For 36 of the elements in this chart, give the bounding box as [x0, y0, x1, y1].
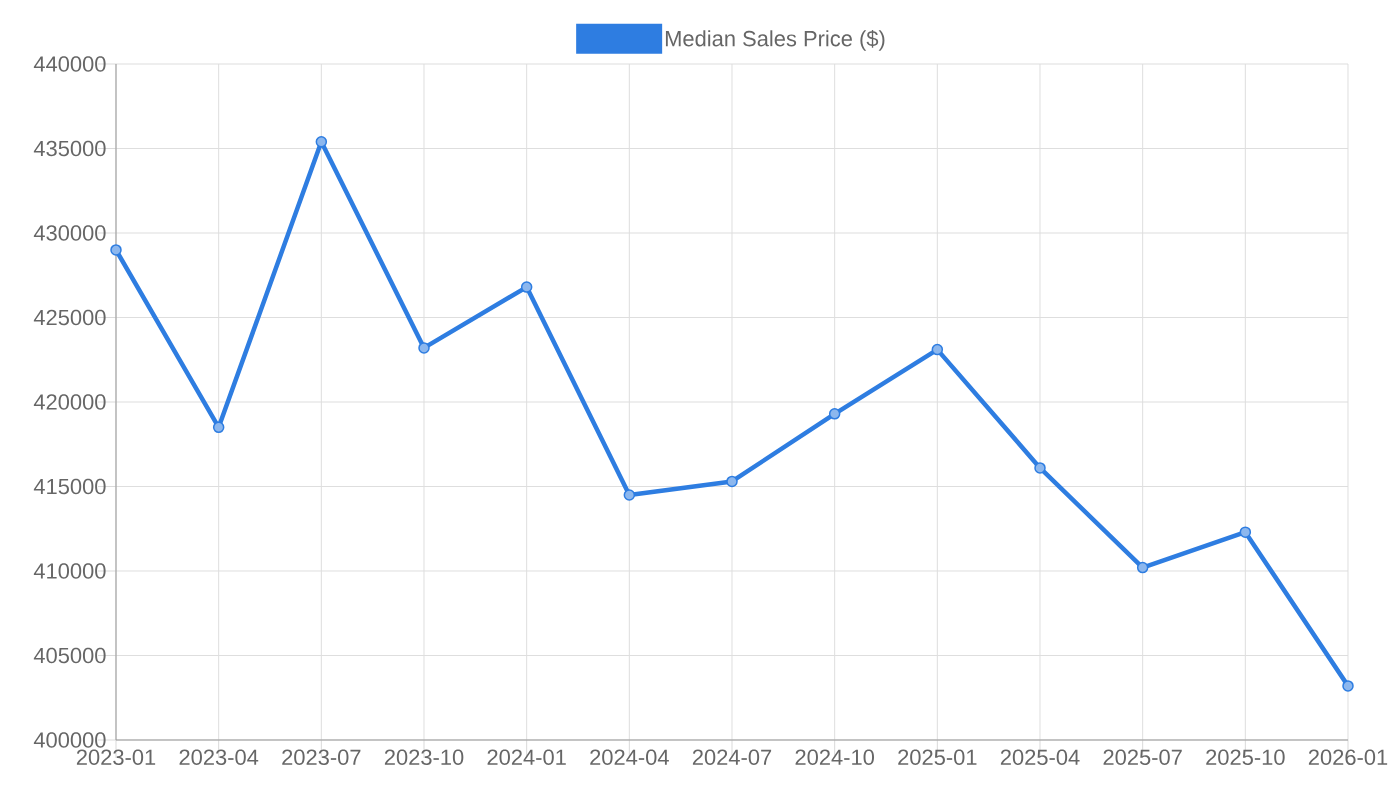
x-tick-label: 2024-01 [487, 749, 566, 766]
point [828, 408, 841, 420]
y-tick-label: 430000 [33, 225, 106, 241]
y-tick-label: 405000 [33, 647, 106, 664]
point [931, 343, 944, 356]
x-tick-label: 2023-01 [76, 749, 156, 766]
x-tick-label: 2024-10 [795, 749, 875, 766]
x-tick-label: 2025-10 [1206, 749, 1285, 766]
x-tick-label: 2024-07 [692, 749, 772, 766]
x-tick-label: 2024-04 [590, 749, 669, 766]
point [1239, 526, 1252, 538]
y-tick-label: 440000 [33, 56, 106, 72]
y-tick-label: 400000 [33, 732, 106, 748]
y-tick-label: 420000 [33, 394, 106, 410]
point [623, 489, 636, 501]
point [1342, 680, 1354, 692]
x-tick-label: 2025-07 [1103, 749, 1182, 766]
x-tick-label: 2023-07 [282, 749, 361, 766]
point [110, 244, 122, 256]
x-tick-label: 2025-04 [1000, 749, 1080, 766]
point [418, 342, 430, 354]
legend-label: Median Sales Price ($) [665, 29, 885, 51]
y-tick-label: 410000 [33, 563, 106, 579]
point [315, 135, 328, 148]
point [520, 281, 533, 293]
point [726, 475, 738, 488]
point [212, 421, 225, 434]
x-tick-label: 2023-04 [179, 749, 259, 766]
point [1136, 561, 1149, 574]
x-tick-label: 2023-10 [384, 749, 464, 766]
y-tick-label: 425000 [33, 309, 106, 326]
x-tick-label: 2025-01 [898, 749, 977, 766]
x-tick-label: 2026-01 [1308, 749, 1388, 766]
point [1034, 462, 1046, 474]
y-tick-label: 435000 [33, 140, 106, 157]
y-tick-label: 415000 [33, 478, 106, 495]
